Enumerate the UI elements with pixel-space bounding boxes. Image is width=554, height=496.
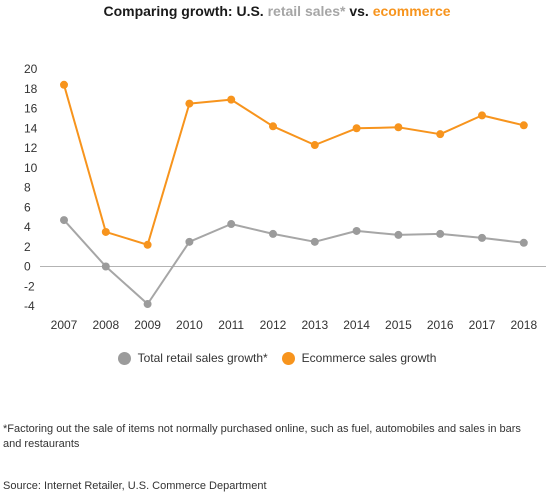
y-tick-label: 2 bbox=[24, 240, 31, 254]
y-tick-label: -4 bbox=[24, 299, 35, 313]
title-asterisk: * bbox=[339, 3, 346, 19]
x-tick-label: 2012 bbox=[260, 318, 287, 332]
data-point-retail bbox=[394, 230, 403, 239]
data-point-retail bbox=[185, 237, 194, 246]
title-retail-sales: retail sales bbox=[267, 3, 340, 19]
x-axis-ticks: 2007 2008 2009 2010 2011 2012 2013 2014 2015 2016… bbox=[51, 318, 538, 332]
legend-swatch-retail bbox=[117, 351, 131, 365]
x-tick-label: 2015 bbox=[385, 318, 412, 332]
data-point-retail bbox=[519, 238, 528, 247]
legend-item-retail: Total retail sales growth* bbox=[117, 351, 268, 365]
source-note: Source: Internet Retailer, U.S. Commerce… bbox=[3, 480, 267, 492]
x-tick-label: 2010 bbox=[176, 318, 203, 332]
data-point-ecommerce bbox=[352, 124, 361, 133]
data-point-retail bbox=[101, 262, 110, 271]
legend-label-retail: Total retail sales growth* bbox=[137, 351, 268, 365]
data-point-retail bbox=[478, 233, 486, 242]
chart-title: Comparing growth: U.S. retail sales* vs.… bbox=[0, 3, 554, 19]
data-point-ecommerce bbox=[101, 227, 110, 236]
data-point-ecommerce bbox=[478, 111, 486, 120]
series-line-ecommerce bbox=[63, 84, 525, 246]
data-point-retail bbox=[60, 216, 68, 225]
series-line-retail bbox=[63, 219, 524, 305]
x-tick-label: 2016 bbox=[427, 318, 454, 332]
data-point-retail bbox=[143, 300, 152, 309]
footnote: *Factoring out the sale of items not nor… bbox=[3, 423, 521, 450]
y-tick-label: 18 bbox=[24, 82, 38, 96]
data-point-retail bbox=[227, 220, 236, 229]
data-point-ecommerce bbox=[143, 240, 152, 249]
x-tick-label: 2011 bbox=[218, 318, 244, 332]
data-point-ecommerce bbox=[185, 99, 194, 108]
legend-label-ecommerce: Ecommerce sales growth bbox=[301, 351, 437, 365]
data-point-ecommerce bbox=[60, 80, 68, 89]
legend-item-ecommerce: Ecommerce sales growth bbox=[281, 351, 437, 365]
data-point-retail bbox=[352, 226, 361, 235]
series-layer bbox=[60, 80, 528, 309]
title-prefix: Comparing growth: U.S. bbox=[103, 3, 268, 19]
x-tick-label: 2014 bbox=[343, 318, 370, 332]
x-tick-label: 2018 bbox=[510, 318, 537, 332]
data-point-ecommerce bbox=[394, 123, 403, 132]
x-tick-label: 2007 bbox=[51, 318, 78, 332]
data-point-retail bbox=[269, 229, 277, 238]
y-tick-label: 6 bbox=[24, 200, 31, 214]
data-point-retail bbox=[436, 229, 445, 238]
chart-legend: Total retail sales growth* Ecommerce sal… bbox=[0, 351, 554, 365]
x-tick-label: 2009 bbox=[134, 318, 161, 332]
data-point-ecommerce bbox=[519, 121, 528, 130]
y-tick-label: 10 bbox=[24, 161, 38, 175]
title-vs: vs. bbox=[345, 3, 373, 19]
x-tick-label: 2008 bbox=[92, 318, 119, 332]
data-point-ecommerce bbox=[310, 141, 319, 150]
data-point-ecommerce bbox=[269, 122, 277, 131]
y-tick-label: 8 bbox=[24, 181, 31, 195]
y-tick-label: -2 bbox=[24, 279, 35, 293]
y-tick-label: 0 bbox=[24, 260, 31, 274]
y-tick-label: 20 bbox=[24, 62, 38, 76]
data-point-retail bbox=[310, 237, 319, 246]
title-ecommerce: ecommerce bbox=[372, 3, 451, 19]
y-tick-label: 14 bbox=[24, 121, 38, 135]
y-tick-label: 16 bbox=[24, 102, 38, 116]
data-point-ecommerce bbox=[227, 95, 236, 104]
x-tick-label: 2017 bbox=[469, 318, 496, 332]
data-point-ecommerce bbox=[436, 130, 445, 139]
y-tick-label: 4 bbox=[24, 220, 31, 234]
y-tick-label: 12 bbox=[24, 141, 38, 155]
x-tick-label: 2013 bbox=[301, 318, 328, 332]
legend-swatch-ecommerce bbox=[281, 351, 295, 365]
